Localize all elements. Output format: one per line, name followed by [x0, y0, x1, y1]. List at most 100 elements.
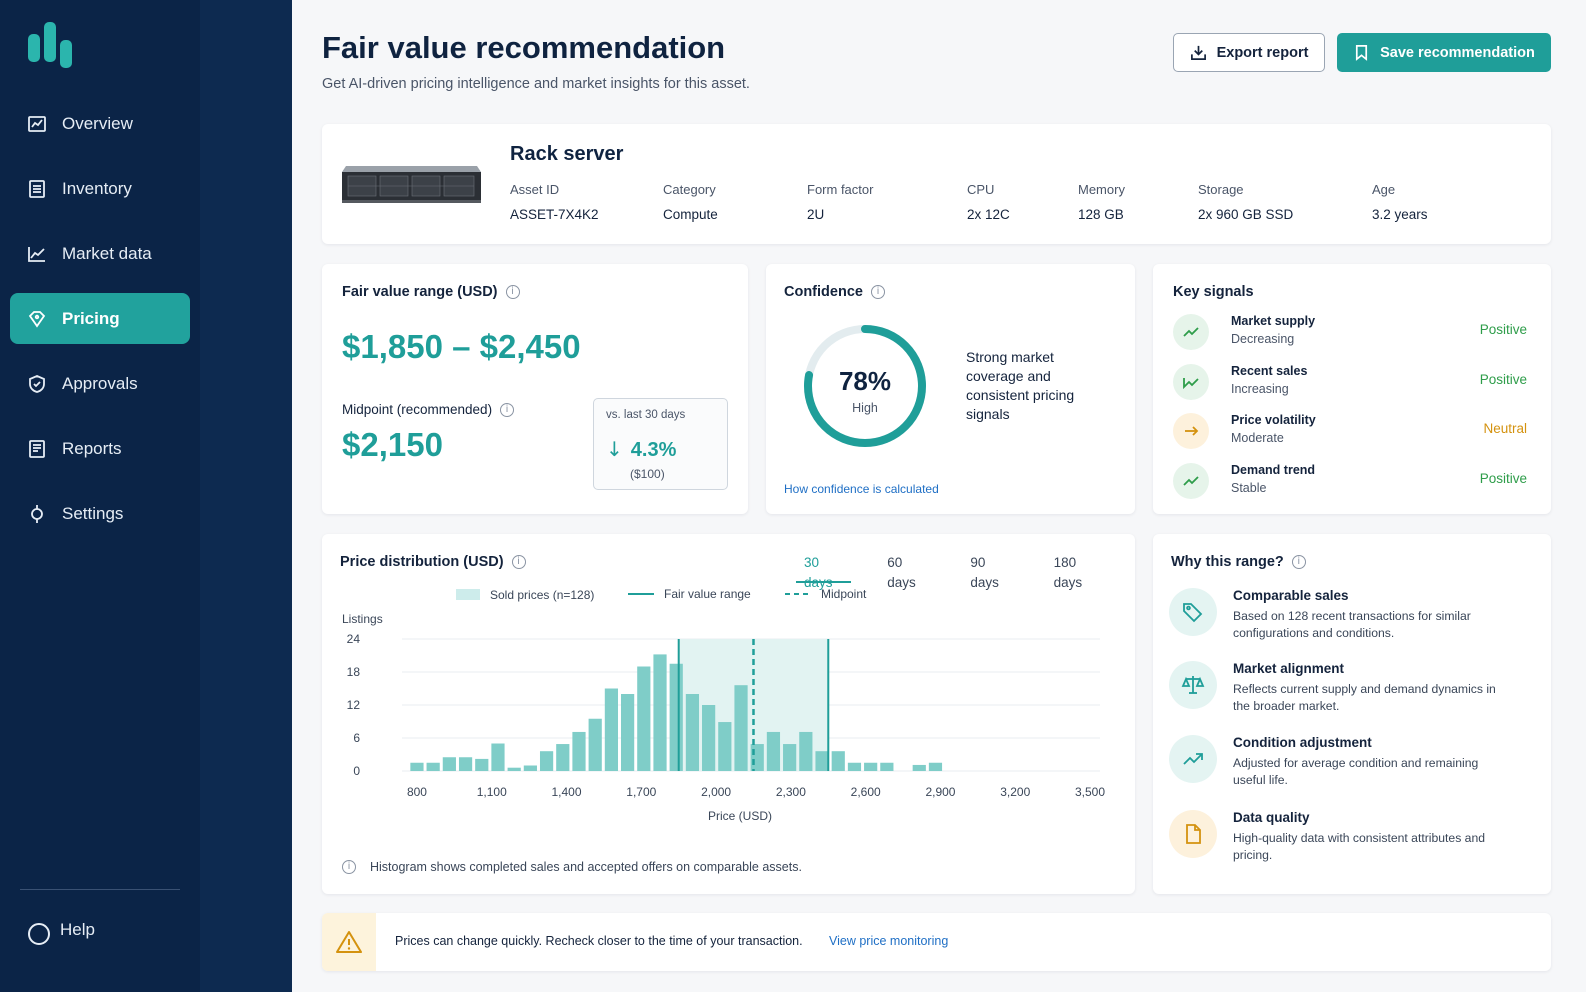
spec-cpu: CPU 2x 12C: [967, 182, 1010, 222]
trend-up-icon: [1169, 735, 1217, 783]
signal-name: Recent sales: [1231, 364, 1308, 378]
spec-category: Category Compute: [663, 182, 718, 222]
legend-swatch-sold: [456, 589, 480, 600]
histogram-bar: [556, 744, 570, 771]
confidence-card: Confidence i 78% High Strong market cover…: [766, 264, 1135, 514]
save-recommendation-button[interactable]: Save recommendation: [1337, 33, 1551, 72]
histogram-bar: [912, 764, 926, 771]
signal-status: Positive: [1479, 471, 1527, 486]
histogram-bar: [458, 757, 473, 771]
signal-value: Stable: [1231, 481, 1267, 495]
info-icon[interactable]: i: [1291, 555, 1306, 570]
spec-form-factor: Form factor 2U: [807, 182, 873, 222]
sidebar-item-label: Market data: [62, 243, 152, 263]
histogram-bar: [426, 762, 440, 771]
warning-icon: [322, 913, 376, 971]
save-recommendation-label: Save recommendation: [1380, 44, 1535, 61]
key-signals-title: Key signals: [1173, 284, 1254, 300]
asset-name: Rack server: [510, 143, 624, 165]
tag-icon: [1169, 588, 1217, 636]
x-tick-label: 800: [407, 785, 427, 799]
fair-value-title: Fair value range (USD) i: [342, 284, 520, 300]
histogram-bar: [507, 767, 521, 771]
price-histogram: Sold prices (n=128) Fair value range Midpo…: [342, 587, 1105, 823]
why-item-title: Data quality: [1233, 810, 1310, 825]
y-tick-label: 18: [347, 665, 361, 679]
histogram-bar: [831, 751, 845, 771]
signal-status: Positive: [1479, 372, 1527, 387]
tab-90-days[interactable]: 90 days: [970, 555, 999, 590]
view-price-monitoring-link[interactable]: View price monitoring: [829, 934, 949, 948]
why-item-title: Market alignment: [1233, 661, 1345, 676]
signal-recent-sales: Recent sales Increasing Positive: [1173, 362, 1533, 402]
why-condition-adjustment: Condition adjustment Adjusted for averag…: [1169, 735, 1539, 795]
spec-value: Compute: [663, 207, 718, 222]
price-distribution-title-text: Price distribution (USD): [340, 554, 504, 570]
info-icon: i: [342, 860, 356, 874]
info-icon[interactable]: i: [500, 403, 515, 418]
y-tick-label: 12: [347, 698, 361, 712]
histogram-bar: [880, 762, 894, 771]
change-vs-last-30-days: vs. last 30 days ↓ 4.3% ($100): [593, 398, 728, 490]
spec-label: Form factor: [807, 182, 874, 197]
sidebar-item-approvals[interactable]: Approvals: [10, 358, 190, 409]
info-icon[interactable]: i: [870, 285, 885, 300]
signal-market-supply: Market supply Decreasing Positive: [1173, 312, 1533, 352]
rack-server-image: [342, 166, 481, 203]
signal-value: Increasing: [1231, 382, 1289, 396]
legend-label: Sold prices (n=128): [490, 588, 594, 602]
app-logo[interactable]: [28, 22, 76, 68]
help-link[interactable]: Help: [28, 915, 95, 945]
tab-60-days[interactable]: 60 days: [887, 555, 916, 590]
histogram-bar: [653, 654, 667, 771]
confidence-info-link[interactable]: How confidence is calculated: [784, 482, 939, 496]
histogram-bar: [523, 765, 537, 771]
fair-value-title-text: Fair value range (USD): [342, 284, 498, 300]
histogram-bar: [539, 751, 554, 771]
spec-label: Category: [663, 182, 716, 197]
x-tick-label: 2,600: [851, 785, 881, 799]
spec-storage: Storage 2x 960 GB SSD: [1198, 182, 1293, 222]
asset-card: Rack server Asset ID ASSET-7X4K2 Category…: [322, 124, 1551, 244]
x-tick-label: 2,000: [701, 785, 731, 799]
histogram-bar: [604, 688, 619, 771]
info-icon[interactable]: i: [511, 555, 526, 570]
signal-value: Moderate: [1231, 431, 1284, 445]
sidebar-item-overview[interactable]: Overview: [10, 98, 190, 149]
histogram-bar: [766, 731, 781, 771]
info-icon[interactable]: i: [505, 285, 520, 300]
sidebar-item-inventory[interactable]: Inventory: [10, 163, 190, 214]
tab-180-days[interactable]: 180 days: [1053, 555, 1083, 590]
histogram-bar: [864, 762, 878, 771]
signal-status: Positive: [1479, 322, 1527, 337]
trend-up-icon: [1173, 364, 1209, 400]
sidebar-item-settings[interactable]: Settings: [10, 488, 190, 539]
tab-30-days[interactable]: 30 days: [796, 553, 852, 590]
sidebar-item-label: Overview: [62, 113, 133, 133]
histogram-bar: [475, 758, 489, 771]
histogram-bar: [491, 743, 505, 771]
why-title-text: Why this range?: [1171, 554, 1284, 570]
spec-memory: Memory 128 GB: [1078, 182, 1125, 222]
sidebar-item-pricing[interactable]: Pricing: [10, 293, 190, 344]
sidebar-item-market-data[interactable]: Market data: [10, 228, 190, 279]
report-icon: [26, 438, 48, 460]
sidebar-item-reports[interactable]: Reports: [10, 423, 190, 474]
histogram-bar: [442, 757, 456, 771]
histogram-bar: [685, 694, 700, 771]
scale-icon: [1169, 661, 1217, 709]
spec-label: CPU: [967, 182, 995, 197]
key-signals-card: Key signals Market supply Decreasing Pos…: [1153, 264, 1551, 514]
sidebar: Overview Inventory Market data Pricing A…: [0, 0, 292, 992]
help-icon: [28, 923, 50, 945]
spec-label: Memory: [1078, 182, 1125, 197]
period-tabs: 30 days 60 days 90 days 180 days: [796, 553, 1135, 590]
signal-value: Decreasing: [1231, 332, 1295, 346]
bookmark-icon: [1356, 45, 1368, 61]
legend-label: Fair value range: [664, 587, 751, 601]
why-item-title: Comparable sales: [1233, 588, 1349, 603]
histogram-bar: [799, 731, 813, 771]
histogram-bar: [702, 705, 716, 771]
export-report-button[interactable]: Export report: [1173, 33, 1325, 72]
why-item-desc: Adjusted for average condition and remai…: [1233, 756, 1479, 787]
